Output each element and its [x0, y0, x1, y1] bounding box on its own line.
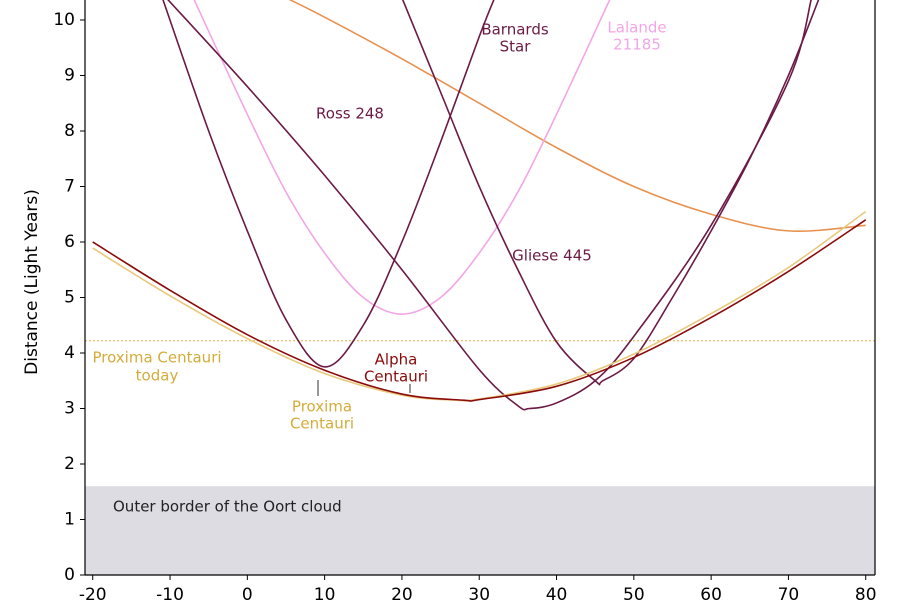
- x-tick-label: 70: [778, 585, 800, 600]
- y-tick-label: 9: [64, 65, 75, 85]
- curve: [193, 0, 611, 315]
- x-tick-label: 40: [546, 585, 568, 600]
- y-tick-label: 1: [64, 509, 75, 529]
- y-tick-label: 10: [53, 10, 75, 30]
- oort-band: [85, 486, 875, 575]
- series-label: 21185: [613, 36, 661, 54]
- y-tick-label: 8: [64, 121, 75, 141]
- curve: [288, 0, 866, 233]
- series-label: Ross 248: [316, 105, 384, 123]
- y-tick-label: 7: [64, 176, 75, 196]
- reference-label: today: [136, 366, 179, 384]
- x-tick-label: 60: [700, 585, 722, 600]
- y-tick-label: 0: [64, 565, 75, 585]
- curve: [92, 210, 867, 402]
- y-axis-label: Distance (Light Years): [22, 189, 42, 375]
- y-tick-label: 3: [64, 398, 75, 418]
- y-tick-label: 2: [64, 454, 75, 474]
- series-label: Lalande: [607, 19, 666, 37]
- x-tick-label: 50: [623, 585, 645, 600]
- x-tick-label: 30: [468, 585, 490, 600]
- plot-area: [85, 0, 875, 575]
- x-tick-label: 80: [855, 585, 877, 600]
- curve: [162, 0, 495, 368]
- y-tick-label: 4: [64, 343, 75, 363]
- x-tick-label: -10: [156, 585, 184, 600]
- x-tick-label: -20: [79, 585, 107, 600]
- x-tick-label: 20: [391, 585, 413, 600]
- curve: [167, 0, 812, 411]
- series-label: Star: [500, 38, 532, 56]
- curve: [92, 219, 867, 402]
- series-label: Alpha: [375, 351, 418, 369]
- series-label: Gliese 445: [512, 247, 592, 265]
- y-tick-label: 6: [64, 232, 75, 252]
- series-label: Centauri: [290, 415, 354, 433]
- reference-label: Proxima Centauri: [92, 348, 221, 366]
- series-label: Proxima: [292, 398, 352, 416]
- x-tick-label: 10: [314, 585, 336, 600]
- curve: [401, 0, 820, 386]
- series-label: Barnards: [481, 21, 549, 39]
- band-label: Outer border of the Oort cloud: [113, 498, 342, 516]
- y-tick-label: 5: [64, 287, 75, 307]
- x-tick-label: 0: [242, 585, 253, 600]
- series-label: Centauri: [364, 368, 428, 386]
